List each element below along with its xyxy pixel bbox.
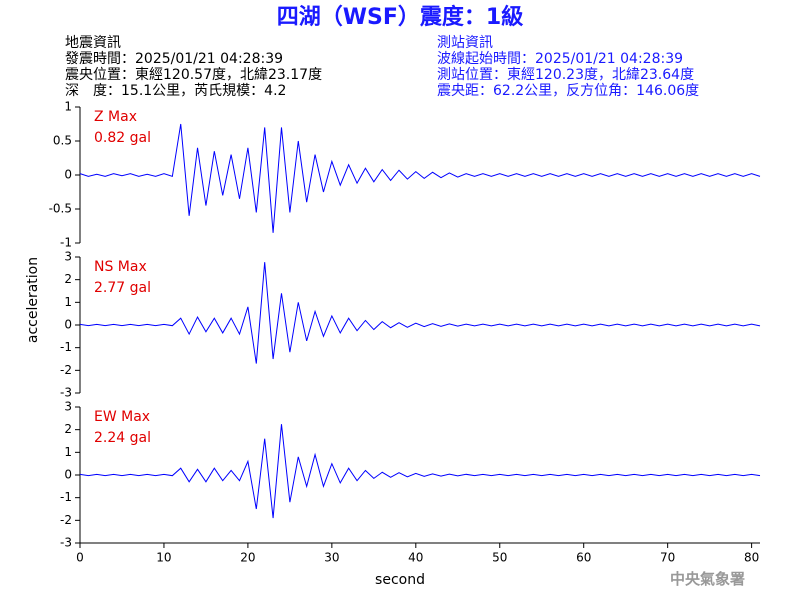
max-name: EW Max	[94, 409, 150, 425]
max-label: 0.82 gal	[94, 130, 151, 146]
max-name: Z Max	[94, 109, 137, 125]
info-left: 地震資訊	[65, 35, 121, 51]
y-tick-label: -2	[60, 363, 72, 377]
x-tick-label: 10	[156, 551, 171, 565]
y-tick-label: 3	[64, 400, 72, 414]
y-tick-label: -2	[60, 513, 72, 527]
info-left: 發震時間：2025/01/21 04:28:39	[65, 51, 283, 67]
max-name: NS Max	[94, 259, 147, 275]
waveform	[79, 262, 761, 364]
info-right: 波線起始時間：2025/01/21 04:28:39	[437, 51, 683, 67]
y-tick-label: 0	[64, 168, 72, 182]
info-left: 深 度：15.1公里，芮氏規模：4.2	[65, 82, 286, 99]
y-tick-label: 1	[64, 295, 72, 309]
y-tick-label: 1	[64, 445, 72, 459]
x-tick-label: 20	[240, 551, 255, 565]
y-tick-label: -1	[60, 490, 72, 504]
x-tick-label: 40	[408, 551, 423, 565]
y-tick-label: -0.5	[49, 202, 72, 216]
y-tick-label: -3	[60, 536, 72, 550]
y-tick-label: 3	[64, 250, 72, 264]
x-tick-label: 80	[744, 551, 759, 565]
x-axis-label: second	[375, 572, 425, 588]
info-left: 震央位置：東經120.57度，北緯23.17度	[65, 67, 322, 83]
info-right: 測站位置：東經120.23度，北緯23.64度	[437, 67, 694, 83]
max-label: 2.24 gal	[94, 430, 151, 446]
x-tick-label: 60	[576, 551, 591, 565]
y-tick-label: 0.5	[53, 134, 72, 148]
waveform	[79, 424, 761, 519]
title: 四湖（WSF）震度：1級	[277, 4, 523, 30]
x-tick-label: 70	[660, 551, 675, 565]
y-tick-label: 0	[64, 468, 72, 482]
x-tick-label: 0	[76, 551, 84, 565]
info-right: 震央距：62.2公里，反方位角：146.06度	[437, 83, 699, 99]
y-tick-label: -3	[60, 386, 72, 400]
y-tick-label: 0	[64, 318, 72, 332]
y-tick-label: 2	[64, 422, 72, 436]
y-tick-label: -1	[60, 340, 72, 354]
x-tick-label: 30	[324, 551, 339, 565]
waveform	[79, 123, 761, 233]
watermark: 中央氣象署	[670, 570, 745, 588]
y-axis-label: acceleration	[25, 257, 41, 343]
x-tick-label: 50	[492, 551, 507, 565]
max-label: 2.77 gal	[94, 280, 151, 296]
y-tick-label: -1	[60, 236, 72, 250]
info-right: 測站資訊	[437, 35, 493, 51]
y-tick-label: 2	[64, 272, 72, 286]
y-tick-label: 1	[64, 100, 72, 114]
